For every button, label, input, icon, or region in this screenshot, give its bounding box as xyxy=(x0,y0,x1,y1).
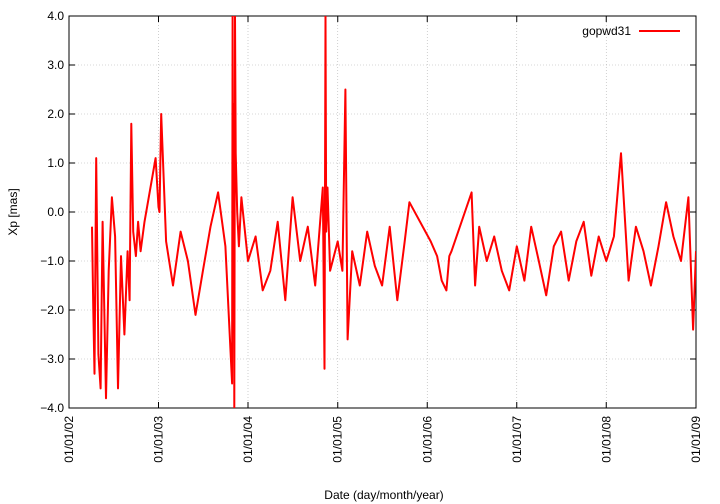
y-tick-label: −4.0 xyxy=(40,401,64,415)
y-axis-title: Xp [mas] xyxy=(6,188,20,235)
x-axis-title: Date (day/month/year) xyxy=(324,488,443,502)
plot-frame xyxy=(68,15,697,409)
y-tick-label: −2.0 xyxy=(40,303,64,317)
x-tick-label: 01/01/09 xyxy=(689,416,703,463)
x-tick-label: 01/01/04 xyxy=(241,416,255,463)
y-tick-label: −3.0 xyxy=(40,352,64,366)
series-line-gopwd31 xyxy=(91,16,696,408)
y-tick-label: 2.0 xyxy=(47,107,64,121)
x-axis: 01/01/02 01/01/03 01/01/04 01/01/05 01/01/06… xyxy=(62,16,703,463)
legend-entry-gopwd31: gopwd31 xyxy=(582,24,631,38)
x-tick-label: 01/01/06 xyxy=(420,416,434,463)
y-tick-label: 4.0 xyxy=(47,9,64,23)
x-tick-label: 01/01/07 xyxy=(510,416,524,463)
x-tick-label: 01/01/02 xyxy=(62,416,76,463)
y-axis: 4.0 3.0 2.0 1.0 0.0 −1.0 −2.0 −3.0 −4.0 xyxy=(40,9,696,415)
x-tick-label: 01/01/08 xyxy=(599,416,613,463)
y-tick-label: 0.0 xyxy=(47,205,64,219)
x-tick-label: 01/01/05 xyxy=(331,416,345,463)
legend: gopwd31 xyxy=(582,24,680,38)
y-tick-label: 3.0 xyxy=(47,58,64,72)
grid xyxy=(69,16,696,408)
x-tick-label: 01/01/03 xyxy=(152,416,166,463)
y-tick-label: 1.0 xyxy=(47,156,64,170)
y-tick-label: −1.0 xyxy=(40,254,64,268)
